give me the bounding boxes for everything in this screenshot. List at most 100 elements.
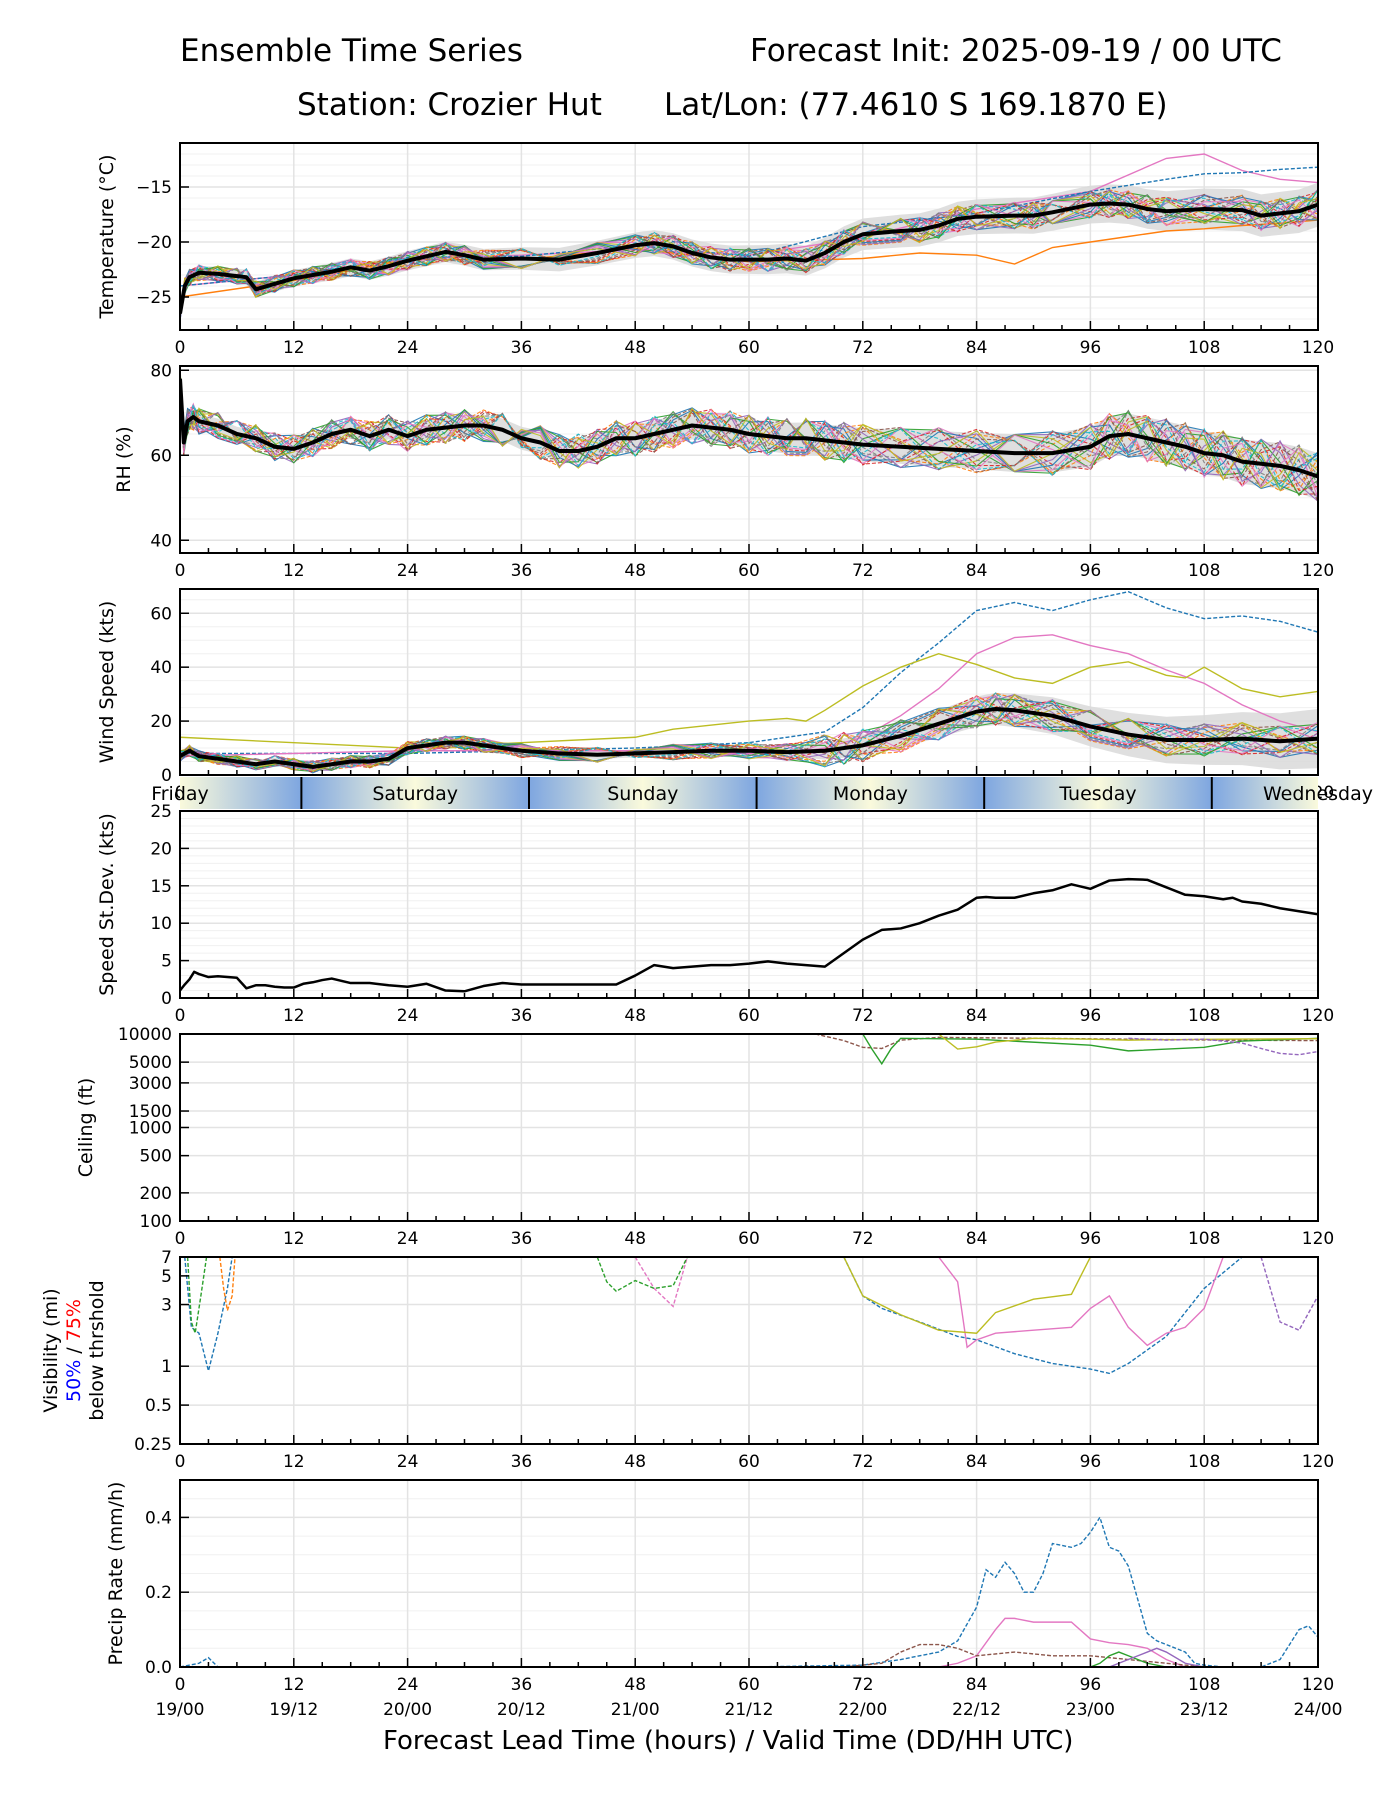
x-tick-label: 84 (966, 338, 988, 358)
x-tick-label: 0 (175, 1675, 186, 1695)
x-tick-label: 60 (738, 1229, 760, 1249)
valid-time-label: 19/12 (269, 1700, 318, 1720)
x-tick-label: 12 (283, 1675, 305, 1695)
day-label-friday: Friday (151, 783, 209, 805)
y-tick-label: 3 (161, 1296, 172, 1316)
x-tick-label: 48 (624, 338, 646, 358)
x-tick-label: 36 (511, 1452, 533, 1472)
x-tick-label: 0 (175, 1452, 186, 1472)
x-tick-label: 12 (283, 338, 305, 358)
x-tick-label: 36 (511, 1006, 533, 1026)
panel-visibility: 0 12 24 36 48 60 72 84 96 108 120 0.25 0.5 1 3 57 Visibi… (40, 1248, 1334, 1472)
member-line-2 (219, 1257, 236, 1311)
valid-time-label: 23/00 (1066, 1700, 1115, 1720)
day-label-monday: Monday (833, 783, 908, 805)
x-tick-label: 120 (1302, 1675, 1334, 1695)
y-tick-label: 60 (150, 446, 172, 466)
member-line (180, 191, 1318, 311)
panel-precip_rate: 0 19/00 12 19/12 24 20/00 36 20/12 48 21/00 60 21/1… (105, 1479, 1343, 1720)
threshold-50: 50% (63, 1360, 85, 1402)
threshold-sep: / (63, 1341, 85, 1359)
valid-time-label: 22/12 (952, 1700, 1001, 1720)
member-line (180, 390, 1318, 492)
y-tick-label: 5 (161, 952, 172, 972)
x-tick-label: 96 (1080, 1452, 1102, 1472)
plot-area (180, 153, 1318, 322)
ensemble-mean-line (180, 378, 1318, 479)
y-axis-label: Precip Rate (mm/h) (105, 1482, 127, 1666)
latlon-title: Lat/Lon: (77.4610 S 169.1870 E) (664, 87, 1168, 123)
day-segment (1211, 777, 1318, 809)
x-tick-label: 120 (1302, 338, 1334, 358)
valid-time-label: 21/12 (725, 1700, 774, 1720)
threshold-label: 50% / 75% (63, 1299, 85, 1402)
x-tick-label: 108 (1188, 1675, 1220, 1695)
x-tick-label: 48 (624, 1229, 646, 1249)
y-tick-label: 0.5 (145, 1396, 172, 1416)
y-tick-label: 0.2 (145, 1583, 172, 1603)
member-line-1 (938, 1617, 1186, 1667)
panel-temperature: 0 12 24 36 48 60 72 84 96 108 120 −25 −20 −15 Temperat… (96, 142, 1334, 358)
x-tick-label: 0 (175, 561, 186, 581)
y-tick-label: 0 (161, 989, 172, 1009)
y-tick-label: 0.0 (145, 1658, 172, 1678)
x-tick-label: 72 (852, 1675, 874, 1695)
y-tick-label: 0 (161, 766, 172, 786)
x-tick-label: 108 (1188, 561, 1220, 581)
member-line (180, 190, 1318, 319)
x-tick-label: 36 (511, 1229, 533, 1249)
x-tick-label: 84 (966, 561, 988, 581)
member-line (180, 692, 1318, 770)
x-tick-label: 72 (852, 1006, 874, 1026)
x-tick-label: 24 (397, 1006, 419, 1026)
panel-wind_speed: 012243648607284961081200204060Wind Speed… (96, 588, 1334, 803)
y-tick-label: 80 (150, 361, 172, 381)
x-tick-label: 36 (511, 338, 533, 358)
y-tick-label: 500 (140, 1147, 172, 1167)
member-line (180, 189, 1318, 308)
member-line-1 (186, 1257, 208, 1334)
x-tick-label: 108 (1188, 338, 1220, 358)
member-line-2 (938, 1034, 1318, 1050)
member-line-1 (180, 590, 1318, 755)
y-tick-label: 100 (140, 1212, 172, 1232)
day-label-wednesday: Wednesday (1263, 783, 1373, 805)
x-tick-label: 24 (397, 338, 419, 358)
member-line-6 (1260, 1257, 1318, 1332)
x-tick-label: 72 (852, 1452, 874, 1472)
member-line (180, 380, 1318, 492)
y-tick-label: −25 (136, 288, 172, 308)
member-line (180, 695, 1318, 770)
plot-area (815, 1034, 1318, 1066)
x-tick-label: 12 (283, 1229, 305, 1249)
member-line-8 (596, 1257, 688, 1293)
valid-time-label: 19/00 (156, 1700, 205, 1720)
x-tick-label: 24 (397, 1229, 419, 1249)
panel-ceiling: 0 12 24 36 48 60 72 84 96 108 120 100 200 500 10001500… (75, 1025, 1334, 1249)
y-tick-label: 1000 (129, 1119, 172, 1139)
y-tick-label: 7 (161, 1248, 172, 1268)
x-tick-label: 24 (397, 561, 419, 581)
valid-time-label: 20/00 (383, 1700, 432, 1720)
plot-area (180, 590, 1318, 774)
x-tick-label: 60 (738, 1006, 760, 1026)
x-axis-label: Forecast Lead Time (hours) / Valid Time … (383, 1726, 1074, 1756)
x-tick-label: 96 (1080, 1229, 1102, 1249)
x-tick-label: 48 (624, 561, 646, 581)
day-of-week-bar: Friday Saturday Sunday Monday Tuesday Wednesd… (151, 777, 1373, 809)
valid-time-label: 22/00 (838, 1700, 887, 1720)
valid-time-label: 23/12 (1180, 1700, 1229, 1720)
x-tick-label: 84 (966, 1675, 988, 1695)
x-tick-label: 48 (624, 1675, 646, 1695)
member-line-2 (180, 634, 1318, 757)
plot-area (180, 366, 1318, 503)
plot-area (184, 1257, 1318, 1375)
member-line-1 (862, 1034, 1318, 1066)
y-tick-label: 10000 (118, 1025, 172, 1045)
day-label-saturday: Saturday (372, 783, 458, 805)
member-line-3 (180, 652, 1318, 749)
y-tick-label: 1 (161, 1357, 172, 1377)
x-tick-label: 108 (1188, 1452, 1220, 1472)
threshold-75: 75% (63, 1299, 85, 1341)
